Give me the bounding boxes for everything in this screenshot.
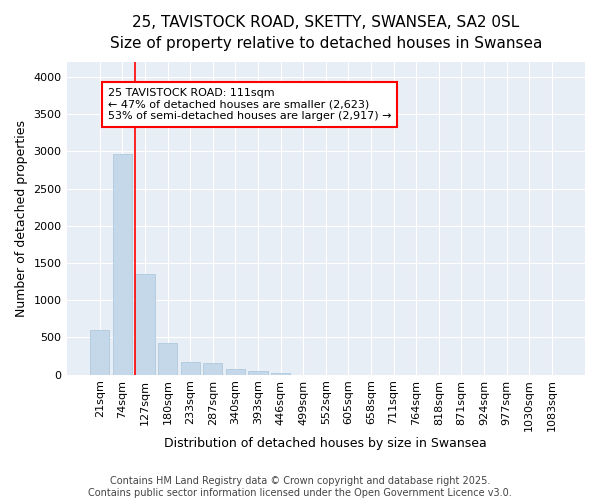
Bar [136,274,155,374]
Bar [271,373,290,374]
Bar [181,362,200,374]
X-axis label: Distribution of detached houses by size in Swansea: Distribution of detached houses by size … [164,437,487,450]
Bar [90,330,109,374]
Text: 25 TAVISTOCK ROAD: 111sqm
← 47% of detached houses are smaller (2,623)
53% of se: 25 TAVISTOCK ROAD: 111sqm ← 47% of detac… [107,88,391,121]
Text: Contains HM Land Registry data © Crown copyright and database right 2025.
Contai: Contains HM Land Registry data © Crown c… [88,476,512,498]
Bar [113,154,132,374]
Title: 25, TAVISTOCK ROAD, SKETTY, SWANSEA, SA2 0SL
Size of property relative to detach: 25, TAVISTOCK ROAD, SKETTY, SWANSEA, SA2… [110,15,542,51]
Bar [203,363,223,374]
Y-axis label: Number of detached properties: Number of detached properties [15,120,28,317]
Bar [158,344,177,374]
Bar [248,372,268,374]
Bar [226,368,245,374]
